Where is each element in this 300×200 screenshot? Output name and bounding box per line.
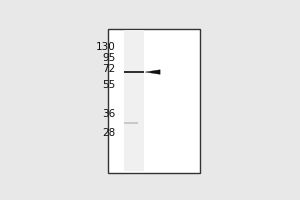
Text: 95: 95 [102,53,116,63]
Bar [124,30,144,171]
Text: 130: 130 [96,42,116,52]
Text: 55: 55 [102,80,116,90]
Bar [124,122,138,124]
Text: 28: 28 [102,128,116,138]
Bar [108,29,200,173]
Polygon shape [145,70,160,74]
Text: 72: 72 [102,64,116,74]
Bar [124,71,144,73]
Text: 36: 36 [102,109,116,119]
